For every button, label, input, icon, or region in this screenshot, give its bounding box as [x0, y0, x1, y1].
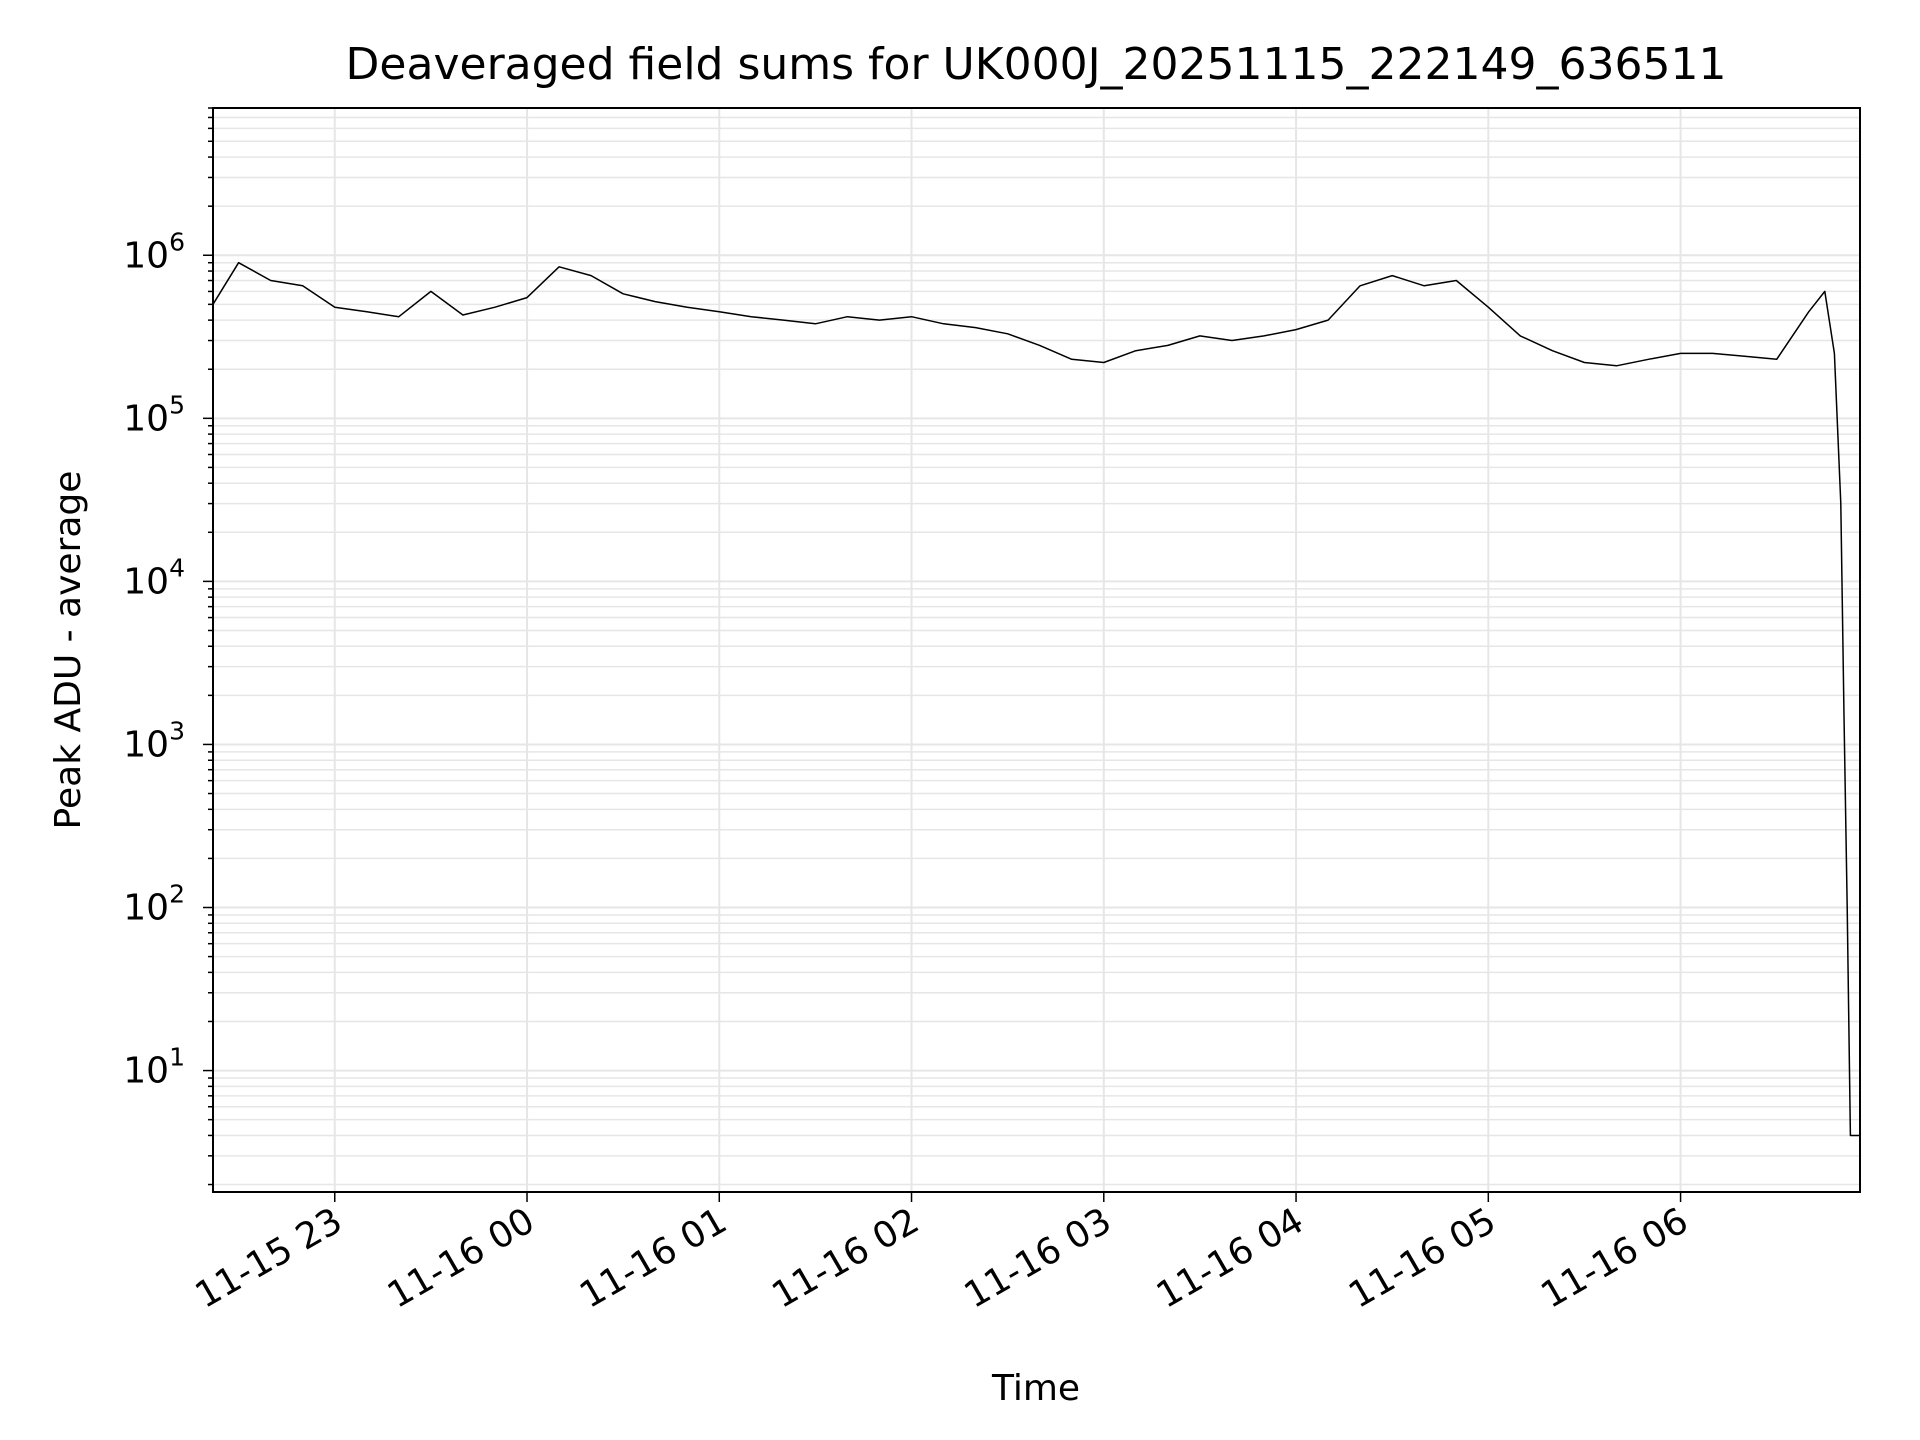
series-line-0	[212, 261, 1860, 1137]
series-layer	[212, 261, 1860, 1137]
grid	[213, 107, 1860, 1192]
y-tick-label: 105	[123, 390, 185, 439]
x-axis-label: Time	[991, 1368, 1080, 1409]
y-tick-label: 102	[123, 880, 185, 929]
y-tick-label: 101	[123, 1043, 185, 1092]
y-tick-label: 103	[123, 716, 185, 765]
chart-title: Deaveraged field sums for UK000J_2025111…	[346, 39, 1727, 90]
y-axis-label: Peak ADU - average	[48, 471, 89, 830]
y-tick-label: 104	[123, 553, 185, 602]
y-tick-label: 106	[123, 227, 185, 276]
plot-frame	[212, 107, 1861, 1193]
